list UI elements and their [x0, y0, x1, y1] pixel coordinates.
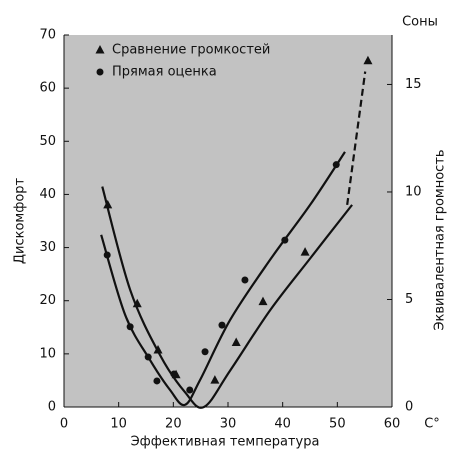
data-point	[201, 348, 209, 356]
data-point	[218, 321, 226, 329]
data-point	[241, 276, 249, 284]
y2-axis-title: Эквивалентная громность	[433, 149, 448, 330]
legend-marker	[95, 45, 105, 54]
data-point	[186, 386, 194, 394]
legend-label: Сравнение громкостей	[112, 43, 270, 58]
y-axis-title: Дискомфорт	[13, 177, 28, 264]
data-point	[231, 337, 241, 346]
x-tick-label: 20	[165, 417, 182, 432]
data-point	[281, 236, 289, 244]
data-point	[210, 375, 220, 384]
data-point	[300, 247, 310, 256]
data-point	[153, 345, 163, 354]
data-point	[258, 296, 268, 306]
data-point	[153, 377, 161, 385]
y2-tick-label: 15	[405, 77, 422, 92]
data-point	[332, 161, 340, 169]
x-axis-title: Эффективная температура	[131, 435, 320, 450]
x-tick-label: 0	[60, 417, 68, 432]
y-tick-label: 10	[39, 346, 56, 361]
y2-tick-label: 5	[405, 292, 413, 307]
x-unit: C°	[424, 417, 440, 432]
y-tick-label: 70	[39, 28, 56, 43]
y-tick-label: 40	[39, 187, 56, 202]
x-tick-label: 30	[220, 417, 237, 432]
y-tick-label: 20	[39, 293, 56, 308]
x-tick-label: 10	[110, 417, 127, 432]
legend-marker	[96, 68, 104, 76]
data-point	[170, 370, 178, 378]
fit-curve	[101, 186, 353, 409]
y-tick-label: 60	[39, 81, 56, 96]
plot-area	[64, 35, 392, 407]
y-tick-label: 50	[39, 134, 56, 149]
data-point	[126, 323, 134, 331]
data-point	[103, 199, 113, 209]
y2-unit: Соны	[402, 15, 438, 30]
data-point	[144, 353, 152, 361]
x-tick-label: 60	[384, 417, 401, 432]
x-tick-label: 40	[274, 417, 291, 432]
y-tick-label: 30	[39, 240, 56, 255]
data-point	[363, 55, 373, 65]
y2-tick-label: 10	[405, 184, 422, 199]
legend-label: Прямая оценка	[112, 65, 217, 80]
fit-curve	[100, 151, 346, 407]
data-point	[132, 298, 142, 308]
x-tick-label: 50	[329, 417, 346, 432]
y2-tick-label: 0	[405, 400, 413, 415]
fit-curve	[346, 71, 367, 206]
data-point	[103, 251, 111, 259]
y-tick-label: 0	[48, 400, 56, 415]
